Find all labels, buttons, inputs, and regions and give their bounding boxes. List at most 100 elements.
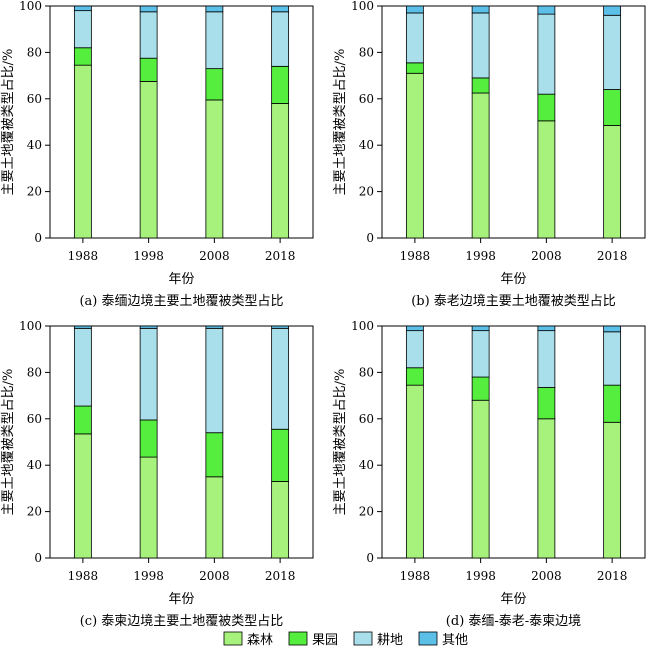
bar-segment [271,481,290,559]
bar-segment [405,384,424,559]
bar-segment [471,12,490,79]
x-tick-label: 1988 [400,569,431,583]
bar-segment [271,11,290,67]
bar-segment [603,5,622,16]
bar-segment [271,327,290,430]
x-tick-label: 2008 [199,569,230,583]
plot-frame [49,325,314,559]
x-tick-label: 2008 [199,249,230,263]
bar-segment [537,120,556,239]
bar-segment [139,5,158,13]
bar-segment [205,99,224,239]
y-tick-label: 0 [34,231,42,245]
bar-segment [471,399,490,559]
bar-segment [271,65,290,104]
bar-segment [205,5,224,13]
bar-segment [537,418,556,559]
y-tick-label: 0 [34,551,42,565]
bar-segment [73,327,92,407]
bar-segment [405,330,424,369]
bar-segment [205,476,224,559]
bar-segment [537,13,556,95]
legend-swatch [418,631,438,646]
panel-d: 0 20 40 60 80 100 1988 1998 2008 2018 年份 主要土地覆被类型占比… [333,319,646,629]
bar-segment [537,5,556,15]
bar-segment [405,367,424,386]
bar-segment [73,325,92,329]
bar-segment [537,325,556,332]
x-tick-label: 1988 [68,569,99,583]
bar-segment [471,5,490,14]
y-tick-label: 100 [351,319,374,333]
bar-segment [471,325,490,332]
bar-segment [73,405,92,435]
bar-segment [271,428,290,482]
x-axis-label: 年份 [500,592,526,607]
bar-segment [537,93,556,122]
bar-segment [603,89,622,126]
bar-segment [405,12,424,64]
bar-segment [603,325,622,333]
bar-segment [271,325,290,329]
y-tick-label: 60 [359,412,374,426]
x-axis-label: 年份 [500,272,526,287]
y-tick-label: 80 [359,45,374,59]
panel-b: 0 20 40 60 80 100 1988 1998 2008 2018 年份 主要土地覆被类型占比… [333,0,646,309]
bar-segment [405,325,424,332]
x-axis-label: 年份 [168,592,194,607]
bar-segment [205,327,224,434]
bar-segment [73,433,92,559]
bar-segment [603,14,622,90]
x-tick-label: 2008 [531,249,562,263]
x-tick-label: 1998 [133,249,164,263]
bar-segment [73,64,92,239]
y-tick-label: 20 [27,185,42,199]
x-tick-label: 1998 [133,569,164,583]
legend-label: 耕地 [377,632,403,648]
x-tick-label: 2008 [531,569,562,583]
bar-segment [139,325,158,329]
bar-segment [537,330,556,388]
bar-segment [603,384,622,423]
x-axis-label: 年份 [168,272,194,287]
bar-segment [139,327,158,421]
x-tick-label: 2018 [597,569,628,583]
y-tick-label: 60 [359,92,374,106]
y-tick-label: 20 [359,505,374,519]
bar-segment [205,11,224,70]
bar-segment [205,68,224,101]
y-axis-label: 主要土地覆被类型占比/% [333,49,348,196]
x-tick-label: 2018 [265,249,296,263]
bar-segment [603,421,622,559]
panel-caption: (b) 泰老边境主要土地覆被类型占比 [411,294,616,309]
y-tick-label: 40 [27,138,42,152]
panel-a: 0 20 40 60 80 100 1988 1998 2008 2018 年份 主要土地覆被类型占比… [1,0,314,309]
y-tick-label: 60 [27,92,42,106]
y-tick-label: 100 [19,319,42,333]
legend-swatch [353,631,373,646]
x-tick-label: 1988 [400,249,431,263]
legend-swatch [288,631,308,646]
bar-segment [471,376,490,401]
x-tick-label: 2018 [597,249,628,263]
x-tick-label: 2018 [265,569,296,583]
legend-label: 果园 [312,633,338,648]
plot-frame [381,5,646,239]
bar-segment [405,5,424,14]
panel-c: 0 20 40 60 80 100 1988 1998 2008 2018 年份 主要土地覆被类型占比… [1,319,314,629]
legend: 森林 果园 耕地 其他 [223,631,468,648]
y-tick-label: 20 [359,185,374,199]
plot-frame [381,325,646,559]
panel-caption: (d) 泰缅-泰老-泰柬边境 [446,614,581,629]
y-tick-label: 80 [27,45,42,59]
bar-segment [405,62,424,74]
bar-segment [603,331,622,386]
panel-caption: (a) 泰缅边境主要土地覆被类型占比 [79,294,283,309]
bar-segment [271,103,290,239]
y-tick-label: 100 [351,0,374,13]
bar-segment [471,77,490,94]
chart-panels: 0 20 40 60 80 100 1988 1998 2008 2018 年份 主要土地覆被类型占比… [1,0,646,629]
bar-segment [139,419,158,458]
bar-segment [537,387,556,420]
